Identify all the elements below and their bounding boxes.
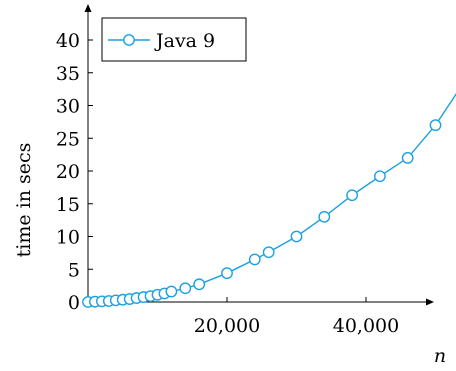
data-point	[262, 246, 275, 259]
y-tick-label: 5	[68, 259, 80, 281]
x-axis-label: n	[434, 345, 446, 367]
data-point	[165, 285, 178, 298]
y-tick-label: 25	[56, 128, 80, 150]
y-tick-label: 0	[68, 292, 80, 314]
legend-box	[101, 17, 247, 62]
y-tick-label: 40	[56, 30, 80, 52]
y-tick-label: 35	[56, 63, 80, 85]
y-tick-label: 20	[56, 161, 80, 183]
data-point	[193, 278, 206, 291]
data-point	[221, 267, 233, 280]
legend-marker-sample	[123, 34, 135, 46]
series	[82, 92, 456, 308]
data-point	[248, 253, 261, 266]
data-point	[429, 119, 442, 132]
legend-entry-java9: Java 9	[154, 30, 215, 52]
data-point	[290, 230, 303, 243]
data-point	[346, 189, 358, 202]
data-point	[318, 210, 331, 223]
y-tick-label: 10	[56, 227, 80, 249]
legend: Java 9	[101, 17, 247, 62]
x-tick-label: 20,000	[194, 315, 260, 337]
y-axis-label: time in secs	[13, 143, 35, 258]
x-tick-label: 40,000	[333, 315, 399, 337]
data-point	[401, 151, 414, 164]
x-axis-arrow	[426, 298, 434, 306]
data-point	[179, 282, 192, 295]
data-point	[373, 170, 386, 183]
y-tick-label: 15	[56, 194, 80, 216]
y-axis-arrow	[84, 4, 92, 12]
y-tick-label: 30	[56, 96, 80, 118]
series-line-0	[87, 92, 456, 303]
